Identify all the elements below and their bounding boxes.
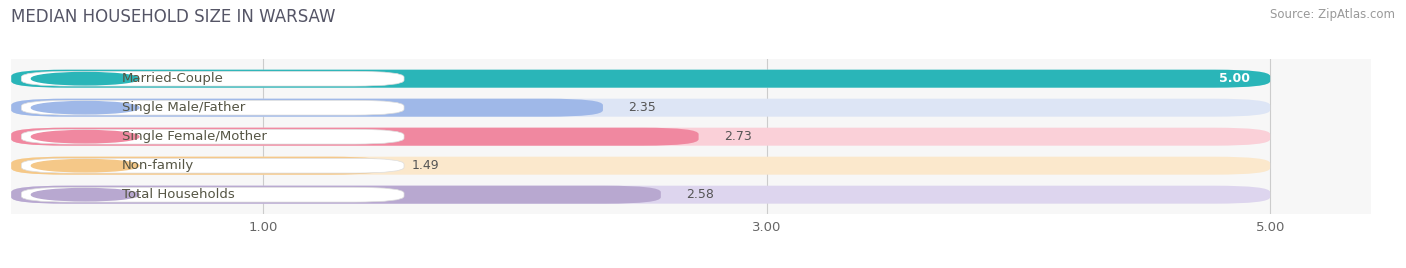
Text: Single Male/Father: Single Male/Father bbox=[122, 101, 245, 114]
Text: 2.35: 2.35 bbox=[628, 101, 655, 114]
Text: 1.49: 1.49 bbox=[412, 159, 439, 172]
FancyBboxPatch shape bbox=[11, 157, 1270, 175]
FancyBboxPatch shape bbox=[11, 70, 1270, 88]
FancyBboxPatch shape bbox=[21, 100, 404, 115]
Text: Married-Couple: Married-Couple bbox=[122, 72, 224, 85]
FancyBboxPatch shape bbox=[21, 71, 404, 86]
FancyBboxPatch shape bbox=[11, 99, 603, 117]
FancyBboxPatch shape bbox=[11, 157, 387, 175]
FancyBboxPatch shape bbox=[11, 128, 699, 146]
Circle shape bbox=[31, 188, 139, 201]
Text: Total Households: Total Households bbox=[122, 188, 235, 201]
FancyBboxPatch shape bbox=[11, 70, 1270, 88]
Text: Non-family: Non-family bbox=[122, 159, 194, 172]
Circle shape bbox=[31, 131, 139, 143]
FancyBboxPatch shape bbox=[11, 186, 1270, 204]
FancyBboxPatch shape bbox=[11, 128, 1270, 146]
FancyBboxPatch shape bbox=[11, 186, 661, 204]
Text: 5.00: 5.00 bbox=[1219, 72, 1250, 85]
FancyBboxPatch shape bbox=[21, 187, 404, 202]
Text: MEDIAN HOUSEHOLD SIZE IN WARSAW: MEDIAN HOUSEHOLD SIZE IN WARSAW bbox=[11, 8, 336, 26]
Circle shape bbox=[31, 72, 139, 85]
Text: 2.58: 2.58 bbox=[686, 188, 714, 201]
Text: 2.73: 2.73 bbox=[724, 130, 752, 143]
FancyBboxPatch shape bbox=[21, 129, 404, 144]
FancyBboxPatch shape bbox=[21, 158, 404, 173]
FancyBboxPatch shape bbox=[11, 99, 1270, 117]
Text: Single Female/Mother: Single Female/Mother bbox=[122, 130, 267, 143]
Text: Source: ZipAtlas.com: Source: ZipAtlas.com bbox=[1270, 8, 1395, 21]
Circle shape bbox=[31, 102, 139, 114]
Circle shape bbox=[31, 159, 139, 172]
